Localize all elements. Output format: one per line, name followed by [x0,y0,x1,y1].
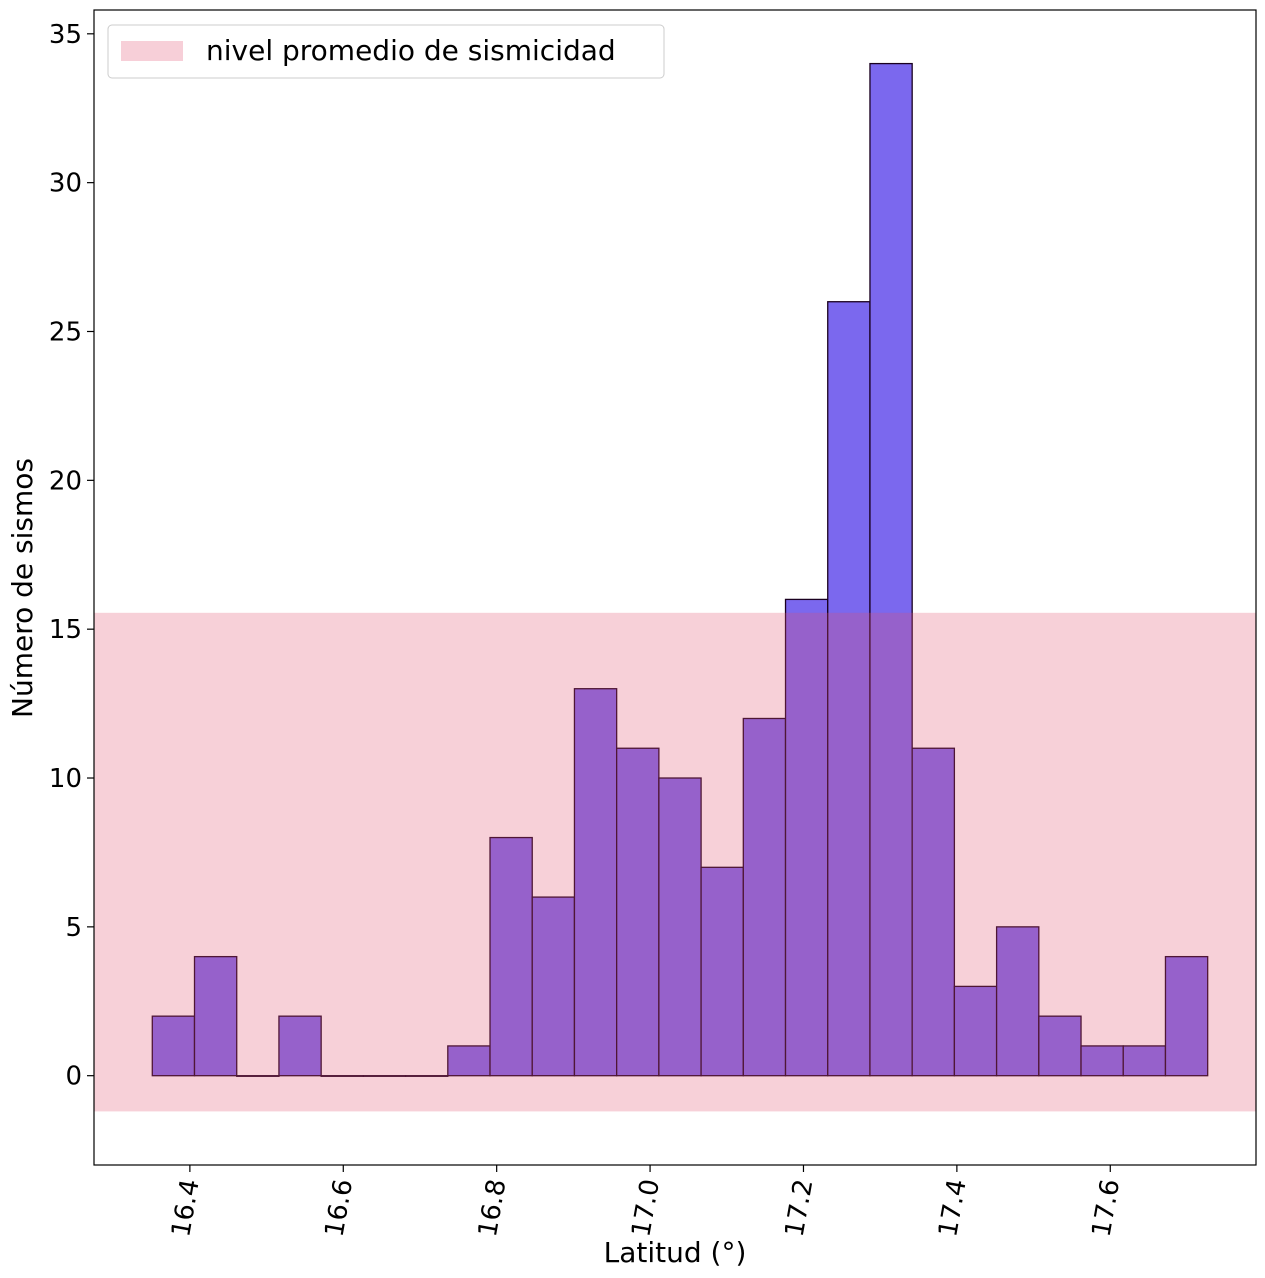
histogram-bar [1122,1045,1167,1077]
histogram-bar [742,717,787,1077]
x-tick-label: 16.6 [320,1177,360,1239]
x-tick-label: 16.8 [473,1177,513,1239]
y-axis-ticks: 0 5 10 15 20 25 30 35 [49,20,94,1092]
histogram-bar [869,62,913,1077]
histogram-bar [1164,955,1209,1077]
average-seismicity-band [94,612,1256,1112]
legend-label: nivel promedio de sismicidad [206,34,616,67]
y-axis-label: Número de sismos [6,458,39,718]
histogram-bar [827,301,871,1077]
y-tick-label: 30 [49,169,82,199]
histogram-bar [193,955,238,1077]
x-tick-label: 17.4 [933,1177,973,1239]
x-tick-label: 17.6 [1087,1177,1127,1239]
histogram-bar [953,985,998,1077]
legend-swatch [121,41,183,61]
x-tick-label: 17.0 [626,1177,666,1239]
histogram-bar [573,688,618,1077]
legend: nivel promedio de sismicidad [107,24,665,79]
histogram-bar [700,866,744,1077]
histogram-bar [911,747,956,1077]
histogram-bar [1038,1015,1082,1077]
x-tick-label: 16.4 [166,1177,206,1239]
y-tick-label: 20 [49,466,82,496]
plot-frame [93,9,1257,1166]
y-tick-label: 10 [49,764,82,794]
y-tick-label: 5 [65,913,82,943]
band-overlay-layer [94,612,1256,1112]
histogram-bar [531,896,576,1077]
y-tick-label: 15 [49,615,82,645]
histogram-bar [995,926,1040,1077]
bars-layer [151,62,1209,1077]
histogram-bar [278,1015,322,1077]
histogram-bar [151,1015,196,1077]
histogram-bar [489,836,533,1077]
legend-box [107,24,665,79]
y-tick-label: 25 [49,317,82,347]
y-tick-label: 35 [49,20,82,50]
x-axis-ticks: 16.4 16.6 16.8 17.0 17.2 17.4 17.6 [166,1165,1126,1239]
x-tick-label: 17.2 [780,1177,820,1239]
histogram-bar [616,747,660,1077]
y-tick-label: 0 [65,1062,82,1092]
x-axis-label: Latitud (°) [604,1236,747,1269]
histogram-bar [784,598,829,1077]
